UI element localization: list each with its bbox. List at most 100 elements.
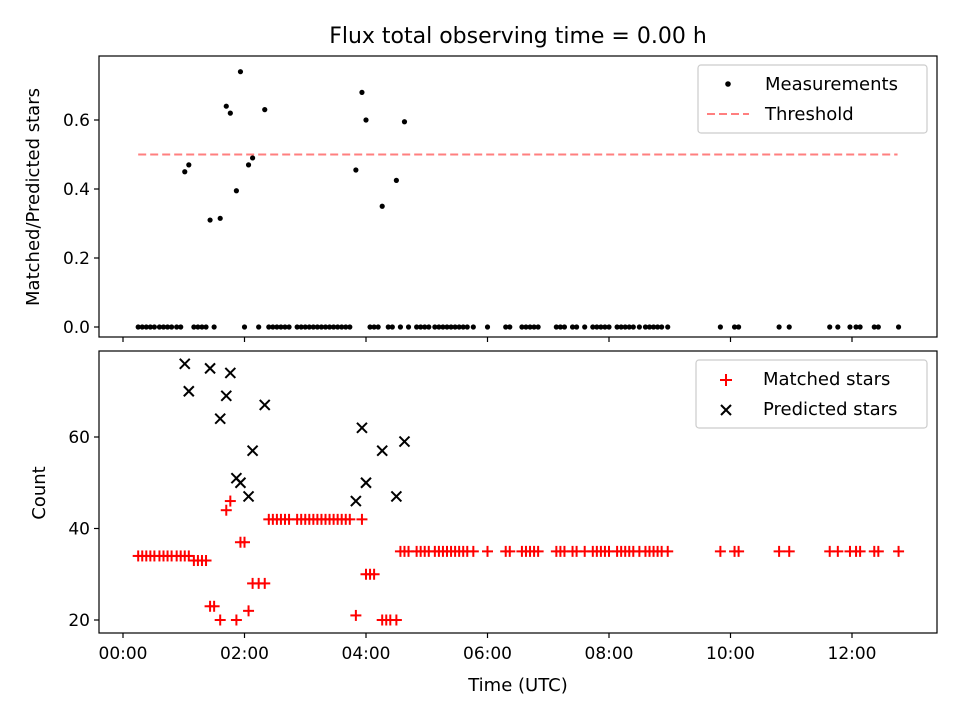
measurement-point (622, 324, 628, 330)
bottom-axes-frame (98, 350, 938, 634)
matched-star-marker (893, 545, 905, 557)
measurement-point (147, 324, 153, 330)
measurement-point (207, 217, 213, 223)
measurement-point (405, 324, 412, 330)
measurement-point (636, 324, 642, 330)
matched-star-marker (467, 545, 479, 557)
predicted-star-marker (356, 422, 368, 434)
measurement-point (363, 117, 369, 123)
top-axes-frame (98, 55, 938, 338)
matched-star-marker (390, 614, 402, 626)
measurement-point (847, 324, 853, 330)
measurement-point (160, 324, 167, 330)
matched-star-marker (532, 545, 544, 557)
predicted-star-marker (224, 367, 237, 379)
bottom-xtick-label: 00:00 (99, 644, 148, 664)
bottom-panel: Count 20 40 60 00:00 02:00 04:00 06:00 08:00 10… (29, 350, 938, 696)
measurement-point (286, 324, 292, 330)
measurement-point (456, 324, 462, 330)
measurement-point (614, 324, 620, 330)
matched-star-marker (200, 555, 212, 567)
bottom-yticks: 20 40 60 (68, 428, 99, 631)
top-legend-box (697, 64, 928, 134)
bottom-ytick-label: 60 (68, 428, 90, 448)
chart-title: Flux total observing time = 0.00 h (329, 24, 707, 49)
measurement-point (298, 324, 304, 330)
measurement-point (717, 324, 723, 330)
measurement-point (266, 324, 272, 330)
measurement-point (642, 324, 649, 330)
measurement-point (460, 324, 466, 330)
measurement-point (375, 324, 381, 330)
bottom-xtick-label: 12:00 (828, 644, 877, 664)
measurement-point (326, 324, 333, 330)
measurement-point (156, 324, 163, 330)
measurement-point (306, 324, 312, 330)
measurement-point (535, 324, 541, 330)
top-ytick-label: 0.0 (63, 318, 90, 338)
predicted-star-marker (234, 477, 247, 489)
predicted-star-marker (390, 490, 403, 503)
legend-measurements-label: Measurements (765, 74, 898, 95)
measurement-point (574, 324, 580, 330)
measurement-point (418, 324, 424, 330)
measurement-point (414, 324, 420, 330)
matched-star-marker (832, 545, 844, 557)
measurement-point (426, 324, 432, 330)
measurement-point (531, 324, 537, 330)
matched-star-marker (783, 545, 795, 557)
predicted-star-marker (179, 358, 191, 370)
matched-star-marker (662, 545, 674, 557)
top-yticks: 0.0 0.2 0.4 0.6 (63, 111, 99, 338)
measurement-point (561, 324, 568, 330)
predicted-star-marker (242, 490, 255, 503)
measurement-point (233, 188, 239, 194)
measurement-point (174, 324, 180, 330)
legend-matched-marker (720, 374, 732, 386)
measurement-point (143, 324, 149, 330)
legend-predicted-label: Predicted stars (763, 399, 897, 420)
matched-star-marker (714, 545, 726, 557)
measurement-point (397, 324, 404, 330)
matched-star-marker (230, 614, 242, 626)
measurement-point (274, 324, 280, 330)
top-ytick-label: 0.2 (63, 249, 90, 269)
measurement-point (237, 69, 244, 75)
measurement-point (835, 324, 841, 330)
bottom-ylabel: Count (29, 466, 50, 519)
predicted-star-marker (350, 495, 362, 507)
measurement-point (314, 324, 320, 330)
measurement-point (582, 324, 588, 330)
measurement-point (379, 203, 385, 209)
measurement-point (359, 89, 365, 95)
bottom-ytick-label: 20 (68, 611, 90, 631)
measurement-point (367, 324, 373, 330)
measurement-point (484, 324, 491, 330)
predicted-star-marker (214, 412, 226, 425)
measurement-point (519, 324, 525, 330)
measurement-point (650, 324, 657, 330)
bottom-ytick-label: 40 (68, 520, 90, 540)
measurement-point (731, 324, 738, 330)
top-ylabel: Matched/Predicted stars (23, 88, 44, 306)
measurement-point (464, 324, 470, 330)
measurement-point (659, 324, 665, 330)
matched-star-marker (214, 614, 226, 626)
measurement-point (857, 324, 863, 330)
bottom-legend: Matched stars Predicted stars (695, 359, 928, 429)
measurement-point (139, 324, 145, 330)
measurement-point (448, 324, 454, 330)
measurement-point (318, 324, 325, 330)
predicted-star-marker (398, 435, 411, 448)
bottom-xticks: 00:00 02:00 04:00 06:00 08:00 10:00 12:00 (99, 633, 877, 664)
measurement-point (164, 324, 171, 330)
bottom-xtick-label: 06:00 (463, 644, 512, 664)
measurement-point (385, 324, 391, 330)
matched-star-marker (208, 600, 220, 612)
measurement-point (776, 324, 782, 330)
measurement-point (626, 324, 632, 330)
top-ytick-label: 0.4 (63, 180, 90, 200)
measurement-point (665, 324, 671, 330)
measurement-point (322, 324, 329, 330)
